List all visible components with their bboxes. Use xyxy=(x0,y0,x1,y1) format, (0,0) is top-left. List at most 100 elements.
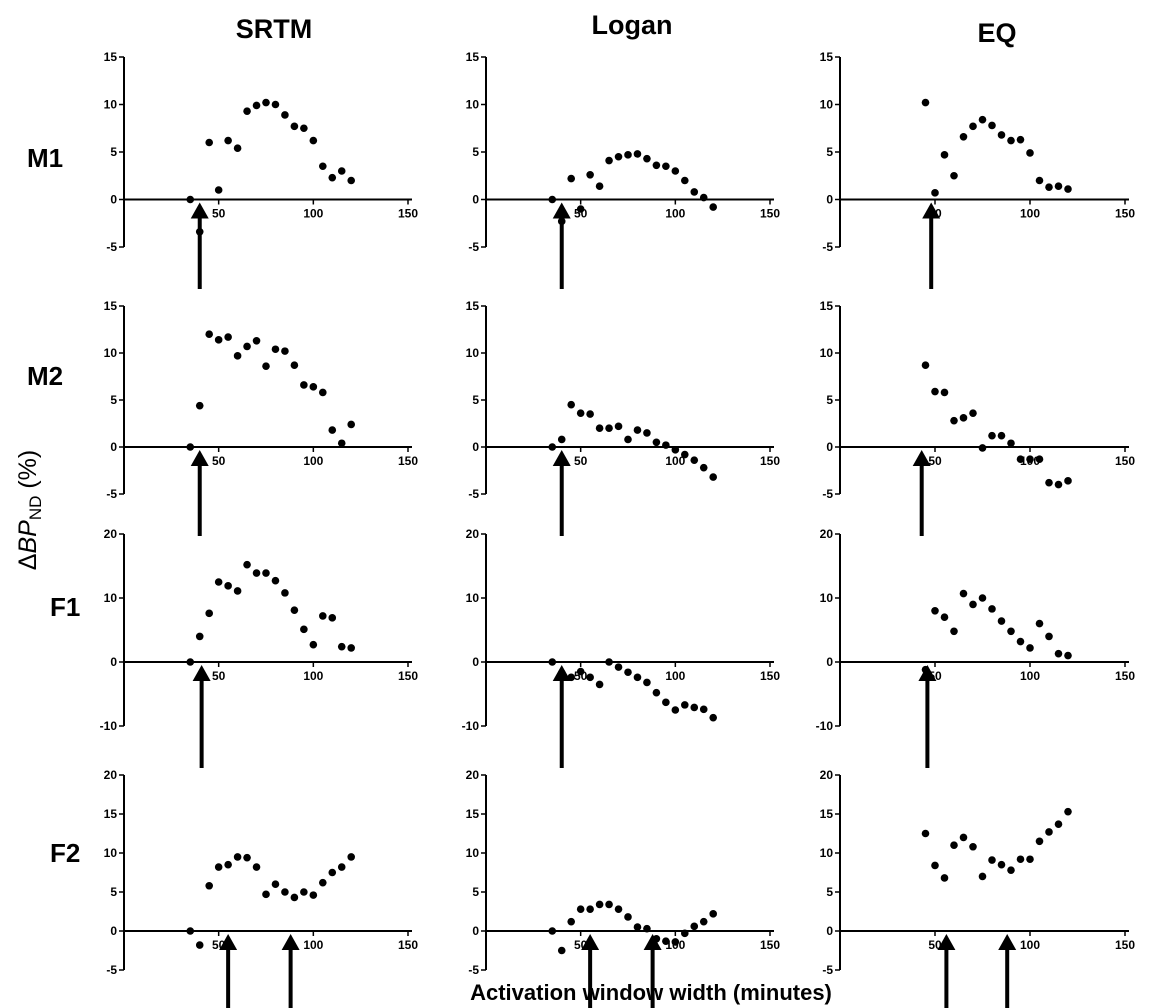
data-point xyxy=(271,880,280,888)
activation-arrow-head xyxy=(552,202,571,219)
y-tick-label: 5 xyxy=(826,145,833,159)
y-tick-label: 10 xyxy=(466,846,480,860)
data-point xyxy=(921,361,930,370)
data-point xyxy=(988,121,996,130)
data-point xyxy=(633,426,642,434)
data-point xyxy=(233,853,242,861)
y-tick-label: 15 xyxy=(466,807,480,821)
data-point xyxy=(252,336,261,345)
data-point xyxy=(643,924,651,933)
data-point xyxy=(300,381,308,389)
data-point xyxy=(643,154,651,163)
data-point xyxy=(281,111,289,119)
data-point xyxy=(699,463,708,472)
data-point xyxy=(940,388,949,397)
data-point xyxy=(243,853,251,862)
y-tick-label: -5 xyxy=(822,487,833,501)
activation-arrow-head xyxy=(581,934,600,950)
data-point xyxy=(921,98,930,107)
data-point xyxy=(709,910,717,918)
y-tick-label: 5 xyxy=(826,393,833,407)
y-tick-label: 10 xyxy=(466,591,480,605)
data-point xyxy=(186,927,195,935)
x-tick-label: 100 xyxy=(1020,207,1040,221)
y-tick-label: 10 xyxy=(820,846,834,860)
activation-arrow-head xyxy=(552,665,571,681)
data-point xyxy=(1054,480,1063,489)
y-tick-label: -5 xyxy=(106,963,117,977)
data-point xyxy=(969,600,977,609)
data-point xyxy=(690,188,699,196)
data-point xyxy=(997,431,1006,440)
data-point xyxy=(290,122,299,131)
y-tick-label: 0 xyxy=(472,655,479,669)
data-point xyxy=(959,833,968,842)
data-point xyxy=(1026,644,1034,652)
data-point xyxy=(186,658,195,666)
y-tick-label: 0 xyxy=(110,193,117,207)
x-tick-label: 100 xyxy=(665,454,685,468)
data-point xyxy=(988,605,996,613)
y-tick-label: 15 xyxy=(820,807,834,821)
data-point xyxy=(595,424,604,433)
x-tick-label: 150 xyxy=(760,938,780,952)
data-point xyxy=(931,607,939,615)
data-point xyxy=(959,589,968,598)
y-tick-label: 10 xyxy=(466,346,480,360)
data-point xyxy=(988,431,996,440)
data-point xyxy=(567,917,575,926)
data-point xyxy=(940,874,949,882)
y-tick-label: 5 xyxy=(826,885,833,899)
data-point xyxy=(690,922,699,931)
data-point xyxy=(931,861,939,870)
data-point xyxy=(319,388,327,397)
x-tick-label: 50 xyxy=(212,207,226,221)
data-point xyxy=(681,176,689,185)
data-point xyxy=(576,205,585,213)
data-point xyxy=(214,578,223,586)
data-point xyxy=(633,923,642,931)
data-point xyxy=(978,115,987,124)
data-point xyxy=(633,673,642,682)
data-point xyxy=(205,330,213,339)
data-point xyxy=(548,195,557,204)
data-point xyxy=(1007,866,1015,874)
data-point xyxy=(328,173,337,182)
data-point xyxy=(281,589,289,597)
data-point xyxy=(347,176,356,185)
x-tick-label: 150 xyxy=(398,938,418,952)
data-point xyxy=(271,345,280,354)
data-point xyxy=(1016,855,1025,864)
y-tick-label: 10 xyxy=(820,591,834,605)
data-point xyxy=(224,136,232,145)
data-point xyxy=(633,150,642,158)
y-tick-label: -5 xyxy=(468,240,479,254)
data-point xyxy=(337,642,346,651)
data-point xyxy=(214,186,223,194)
data-point xyxy=(662,937,670,945)
data-point xyxy=(931,189,939,197)
x-tick-label: 150 xyxy=(1115,669,1135,683)
column-title-srtm: SRTM xyxy=(236,14,313,44)
data-point xyxy=(576,667,585,676)
data-point xyxy=(1016,637,1025,646)
x-tick-label: 100 xyxy=(303,669,323,683)
data-point xyxy=(328,614,337,622)
data-point xyxy=(1064,477,1072,485)
y-tick-label: 0 xyxy=(110,924,117,938)
y-tick-label: -10 xyxy=(816,719,834,733)
activation-arrow-head xyxy=(190,202,209,219)
data-point xyxy=(252,569,261,577)
data-point xyxy=(309,136,318,145)
data-point xyxy=(988,856,996,864)
data-point xyxy=(252,863,261,871)
y-axis-label-main: BP xyxy=(14,520,42,554)
data-point xyxy=(978,594,987,602)
